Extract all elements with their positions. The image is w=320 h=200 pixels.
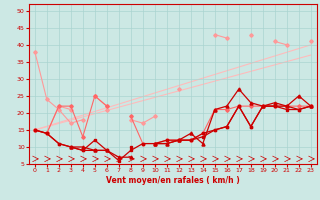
- X-axis label: Vent moyen/en rafales ( km/h ): Vent moyen/en rafales ( km/h ): [106, 176, 240, 185]
